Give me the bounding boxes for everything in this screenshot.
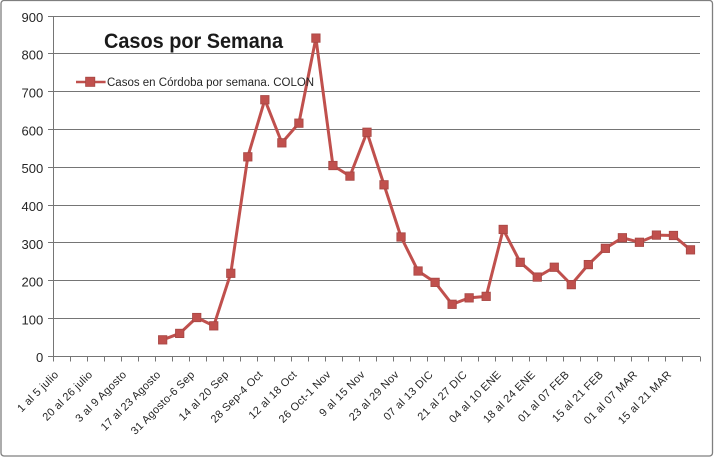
svg-text:100: 100 [21, 312, 43, 327]
svg-text:600: 600 [21, 123, 43, 138]
svg-text:0: 0 [36, 350, 43, 365]
svg-text:700: 700 [21, 86, 43, 101]
svg-text:900: 900 [21, 10, 43, 25]
svg-text:200: 200 [21, 275, 43, 290]
svg-text:Casos en Córdoba por semana. C: Casos en Córdoba por semana. COLON [107, 77, 314, 89]
svg-text:300: 300 [21, 237, 43, 252]
svg-text:400: 400 [21, 199, 43, 214]
svg-text:500: 500 [21, 161, 43, 176]
svg-text:800: 800 [21, 48, 43, 63]
svg-text:Casos por Semana: Casos por Semana [104, 29, 284, 53]
